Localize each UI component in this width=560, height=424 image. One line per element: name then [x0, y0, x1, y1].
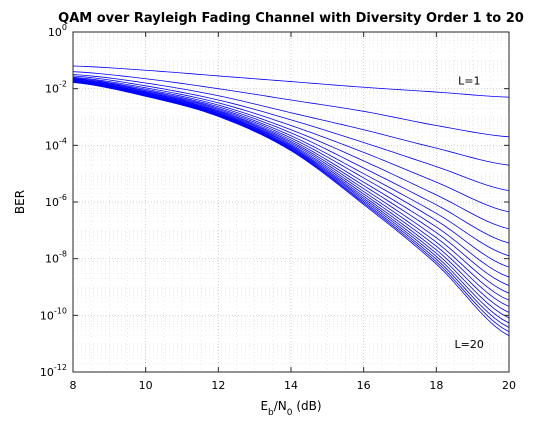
y-axis-label: BER [13, 190, 27, 214]
y-tick-label: 100 [48, 23, 67, 39]
x-tick-label: 18 [429, 379, 443, 392]
x-tick-label: 10 [139, 379, 153, 392]
series-line-L10 [72, 79, 510, 278]
series-line-L12 [72, 80, 510, 294]
y-tick-label: 10-8 [45, 250, 67, 266]
x-label-sub-0: 0 [287, 408, 293, 418]
series-line-L8 [72, 78, 510, 257]
series-line-L9 [72, 79, 510, 268]
annotation-label: L=1 [458, 74, 480, 87]
series-line-L2 [72, 71, 510, 138]
chart-title: QAM over Rayleigh Fading Channel with Di… [58, 11, 524, 26]
series-line-L3 [72, 74, 510, 166]
y-tick-label: 10-2 [45, 80, 67, 96]
series-line-L4 [72, 75, 510, 192]
series-lines [72, 65, 510, 337]
x-label-tail: (dB) [293, 399, 322, 413]
y-tick-label: 10-4 [45, 136, 67, 152]
series-line-L7 [72, 78, 510, 244]
x-label-sub-b: b [268, 408, 274, 418]
x-tick-label: 12 [211, 379, 225, 392]
series-line-L6 [72, 77, 510, 230]
x-tick-label: 8 [70, 379, 77, 392]
x-label-main: E [260, 399, 268, 413]
series-line-L5 [72, 76, 510, 213]
y-tick-label: 10-10 [40, 306, 67, 322]
annotations: L=1 L=20 [455, 74, 484, 351]
series-line-L1 [72, 65, 510, 98]
ticks: 8 10 12 14 16 18 20 100 10-2 10-4 10-6 10-8 10-10 10-… [40, 23, 516, 392]
series-line-L11 [72, 80, 510, 286]
y-tick-label: 10-12 [40, 363, 67, 379]
x-label-mid: /N [274, 399, 287, 413]
annotation-label: L=20 [455, 338, 484, 351]
x-tick-label: 16 [357, 379, 371, 392]
y-tick-label: 10-6 [45, 193, 67, 209]
x-axis-label: Eb/N0 (dB) [260, 399, 321, 418]
x-tick-label: 14 [284, 379, 298, 392]
series-line-L20 [72, 82, 510, 337]
x-tick-label: 20 [502, 379, 516, 392]
